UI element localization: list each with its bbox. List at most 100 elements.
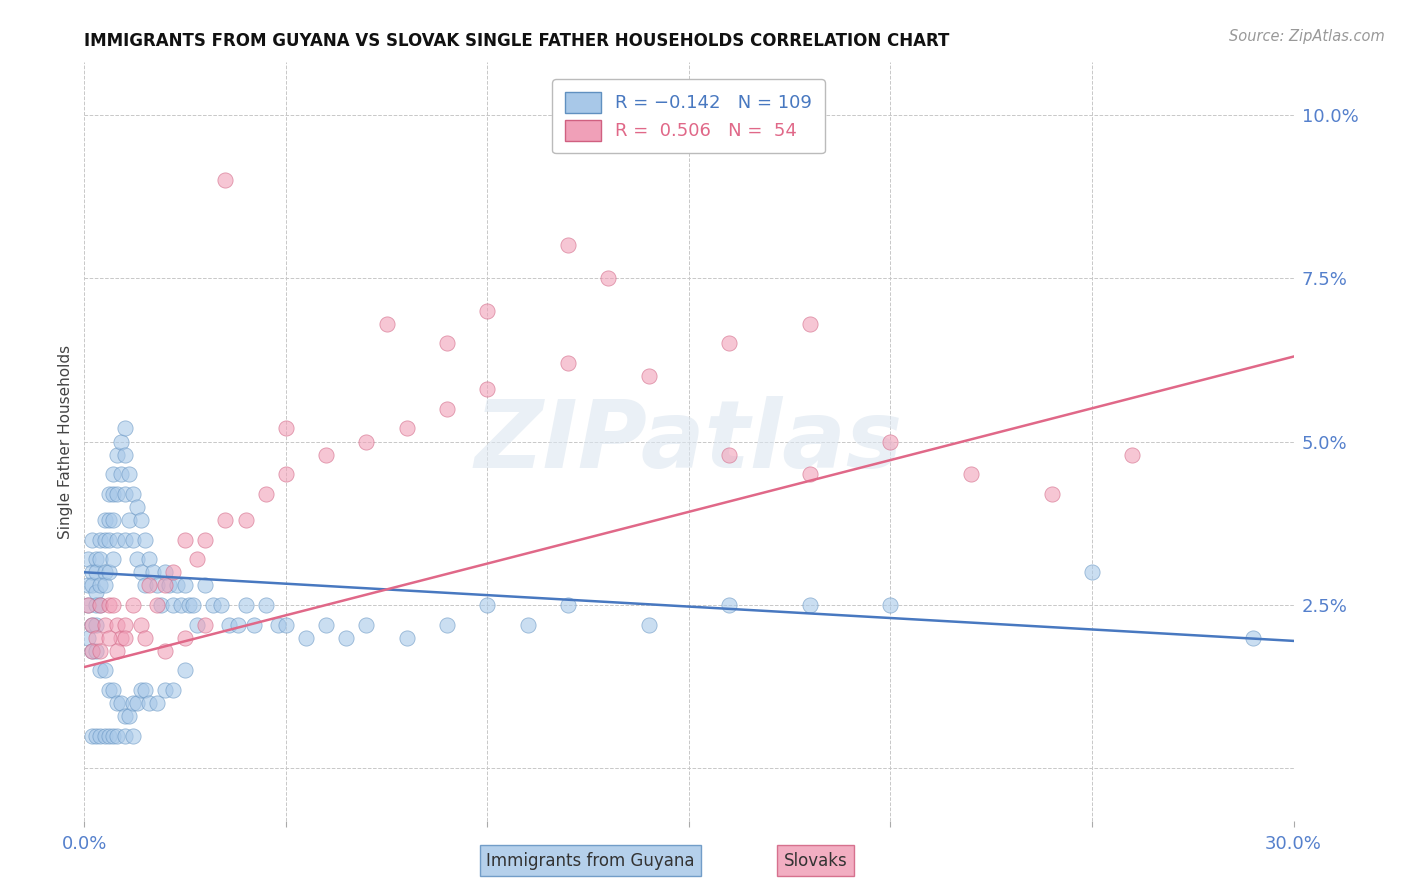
Point xyxy=(77,598,100,612)
Point xyxy=(477,303,499,318)
Point xyxy=(186,617,208,632)
Point xyxy=(557,598,579,612)
Point xyxy=(110,631,132,645)
Point xyxy=(218,617,240,632)
Point xyxy=(960,467,983,482)
Point xyxy=(557,238,579,252)
Point xyxy=(879,434,901,449)
Point xyxy=(82,566,104,580)
Point xyxy=(93,513,115,527)
Point xyxy=(97,487,120,501)
Point xyxy=(186,552,208,566)
Point xyxy=(1081,566,1104,580)
Point xyxy=(637,369,659,384)
Point xyxy=(82,617,104,632)
Point xyxy=(202,598,225,612)
Point xyxy=(101,552,124,566)
Point xyxy=(93,566,115,580)
Point xyxy=(97,631,120,645)
Point xyxy=(274,467,297,482)
Point xyxy=(375,317,398,331)
Point xyxy=(799,467,821,482)
Point xyxy=(114,448,136,462)
Point xyxy=(274,421,297,435)
Point xyxy=(436,336,458,351)
Point xyxy=(242,617,264,632)
Point xyxy=(134,533,156,547)
Point xyxy=(93,663,115,677)
Point xyxy=(89,598,111,612)
Point xyxy=(93,533,115,547)
Point xyxy=(77,578,100,592)
Point xyxy=(86,585,108,599)
Point xyxy=(170,598,193,612)
Point xyxy=(295,631,318,645)
Point xyxy=(77,631,100,645)
Point xyxy=(879,598,901,612)
Point xyxy=(114,631,136,645)
Point xyxy=(395,631,418,645)
Point xyxy=(194,617,217,632)
Point xyxy=(637,617,659,632)
Point xyxy=(254,487,277,501)
Point xyxy=(89,533,111,547)
Point xyxy=(138,696,160,710)
Point xyxy=(315,448,337,462)
Point xyxy=(82,533,104,547)
Point xyxy=(97,566,120,580)
Point xyxy=(194,533,217,547)
Point xyxy=(267,617,290,632)
Point xyxy=(134,578,156,592)
Point xyxy=(89,729,111,743)
Point xyxy=(436,617,458,632)
Text: ZIPatlas: ZIPatlas xyxy=(475,395,903,488)
Point xyxy=(209,598,232,612)
Point xyxy=(179,598,201,612)
Point xyxy=(214,513,236,527)
Point xyxy=(114,533,136,547)
Point xyxy=(162,682,184,697)
Point xyxy=(153,566,176,580)
Point xyxy=(129,513,152,527)
Point xyxy=(118,513,141,527)
Point xyxy=(121,487,143,501)
Point xyxy=(101,487,124,501)
Point xyxy=(89,578,111,592)
Point xyxy=(226,617,249,632)
Point xyxy=(93,578,115,592)
Point xyxy=(89,552,111,566)
Point xyxy=(718,598,741,612)
Point xyxy=(89,663,111,677)
Point xyxy=(121,696,143,710)
Point xyxy=(101,467,124,482)
Point xyxy=(174,533,197,547)
Point xyxy=(395,421,418,435)
Point xyxy=(718,448,741,462)
Point xyxy=(105,487,128,501)
Point xyxy=(118,709,141,723)
Point xyxy=(105,448,128,462)
Point xyxy=(86,598,108,612)
Point xyxy=(356,434,378,449)
Point xyxy=(356,617,378,632)
Point xyxy=(125,552,148,566)
Point xyxy=(105,617,128,632)
Point xyxy=(77,598,100,612)
Point xyxy=(86,566,108,580)
Point xyxy=(105,533,128,547)
Point xyxy=(110,467,132,482)
Point xyxy=(97,513,120,527)
Point xyxy=(516,617,538,632)
Point xyxy=(138,552,160,566)
Point xyxy=(125,696,148,710)
Point xyxy=(121,729,143,743)
Point xyxy=(557,356,579,370)
Point xyxy=(254,598,277,612)
Text: IMMIGRANTS FROM GUYANA VS SLOVAK SINGLE FATHER HOUSEHOLDS CORRELATION CHART: IMMIGRANTS FROM GUYANA VS SLOVAK SINGLE … xyxy=(84,32,949,50)
Point xyxy=(129,682,152,697)
Point xyxy=(86,729,108,743)
Point xyxy=(86,631,108,645)
Point xyxy=(121,533,143,547)
Point xyxy=(82,643,104,657)
Point xyxy=(149,598,172,612)
